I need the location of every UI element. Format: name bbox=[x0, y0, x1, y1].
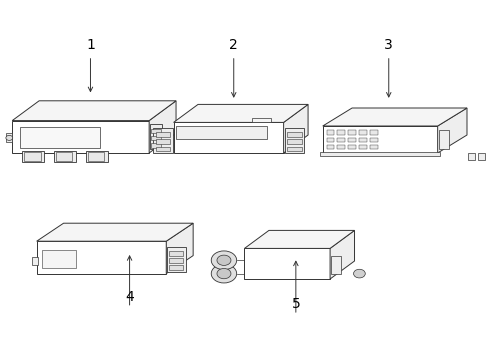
Polygon shape bbox=[22, 151, 44, 162]
Polygon shape bbox=[437, 108, 466, 153]
Polygon shape bbox=[467, 153, 474, 160]
Polygon shape bbox=[347, 138, 355, 142]
Polygon shape bbox=[286, 132, 301, 137]
Polygon shape bbox=[358, 145, 366, 149]
Polygon shape bbox=[20, 127, 100, 148]
Polygon shape bbox=[320, 152, 439, 156]
Polygon shape bbox=[169, 265, 183, 270]
Polygon shape bbox=[438, 130, 448, 149]
Polygon shape bbox=[286, 147, 301, 151]
Polygon shape bbox=[151, 143, 161, 148]
Polygon shape bbox=[169, 251, 183, 256]
Polygon shape bbox=[155, 139, 170, 144]
Polygon shape bbox=[369, 145, 377, 149]
Polygon shape bbox=[477, 153, 484, 160]
Polygon shape bbox=[284, 128, 304, 153]
Text: 4: 4 bbox=[125, 290, 134, 304]
Circle shape bbox=[6, 135, 13, 140]
Polygon shape bbox=[155, 132, 170, 137]
Text: 1: 1 bbox=[86, 38, 95, 52]
Text: 5: 5 bbox=[291, 297, 300, 311]
Polygon shape bbox=[244, 248, 329, 279]
Circle shape bbox=[211, 264, 236, 283]
Polygon shape bbox=[326, 138, 334, 142]
Circle shape bbox=[217, 255, 230, 265]
Polygon shape bbox=[167, 247, 185, 272]
Polygon shape bbox=[329, 230, 354, 279]
Polygon shape bbox=[347, 130, 355, 135]
Polygon shape bbox=[369, 138, 377, 142]
Polygon shape bbox=[326, 145, 334, 149]
Text: 3: 3 bbox=[384, 38, 392, 52]
Polygon shape bbox=[322, 126, 437, 153]
Polygon shape bbox=[330, 256, 340, 274]
Polygon shape bbox=[37, 223, 193, 241]
Circle shape bbox=[353, 269, 365, 278]
Polygon shape bbox=[166, 223, 193, 274]
Polygon shape bbox=[150, 124, 162, 149]
Polygon shape bbox=[244, 230, 354, 248]
Polygon shape bbox=[337, 130, 345, 135]
Circle shape bbox=[217, 269, 230, 279]
Polygon shape bbox=[6, 133, 12, 142]
Polygon shape bbox=[283, 104, 307, 153]
Polygon shape bbox=[173, 122, 283, 153]
Polygon shape bbox=[153, 128, 172, 153]
Polygon shape bbox=[358, 138, 366, 142]
Polygon shape bbox=[251, 118, 271, 122]
Polygon shape bbox=[173, 104, 307, 122]
Polygon shape bbox=[12, 101, 176, 121]
Polygon shape bbox=[326, 130, 334, 135]
Polygon shape bbox=[32, 257, 38, 265]
Polygon shape bbox=[369, 130, 377, 135]
Polygon shape bbox=[169, 258, 183, 263]
Polygon shape bbox=[37, 241, 166, 274]
Polygon shape bbox=[41, 250, 76, 268]
Polygon shape bbox=[151, 129, 161, 133]
Polygon shape bbox=[322, 108, 466, 126]
Polygon shape bbox=[149, 101, 176, 153]
Circle shape bbox=[211, 251, 236, 270]
Polygon shape bbox=[88, 152, 104, 161]
Polygon shape bbox=[176, 126, 266, 139]
Polygon shape bbox=[286, 139, 301, 144]
Polygon shape bbox=[56, 152, 72, 161]
Polygon shape bbox=[337, 138, 345, 142]
Polygon shape bbox=[347, 145, 355, 149]
Polygon shape bbox=[155, 147, 170, 151]
Polygon shape bbox=[151, 136, 161, 140]
Polygon shape bbox=[24, 152, 41, 161]
Polygon shape bbox=[85, 151, 107, 162]
Polygon shape bbox=[337, 145, 345, 149]
Polygon shape bbox=[12, 121, 149, 153]
Polygon shape bbox=[54, 151, 76, 162]
Text: 2: 2 bbox=[229, 38, 238, 52]
Polygon shape bbox=[358, 130, 366, 135]
